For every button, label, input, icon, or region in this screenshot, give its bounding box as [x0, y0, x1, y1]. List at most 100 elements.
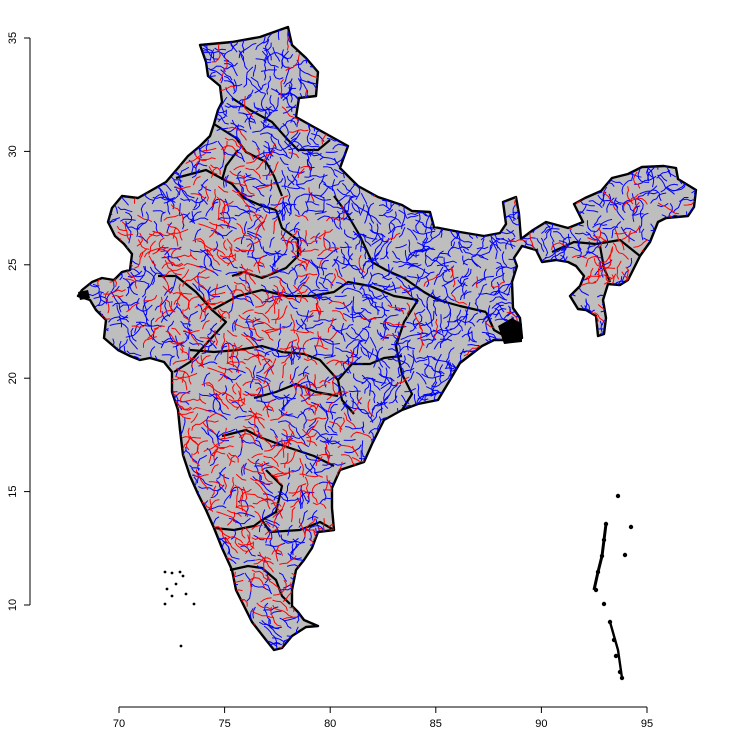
- network-segment: [565, 270, 576, 291]
- network-segment: [529, 57, 533, 68]
- network-segment: [455, 81, 467, 87]
- network-segment: [454, 112, 459, 121]
- y-tick-label: 15: [7, 485, 19, 497]
- network-segment: [316, 637, 318, 648]
- network-segment: [386, 164, 397, 166]
- network-segment: [401, 581, 410, 594]
- network-segment: [169, 441, 171, 457]
- network-segment: [370, 452, 380, 457]
- network-segment: [495, 478, 514, 484]
- network-segment: [133, 564, 135, 575]
- network-segment: [629, 295, 642, 303]
- network-segment: [502, 361, 508, 377]
- network-segment: [539, 524, 554, 527]
- network-segment: [380, 551, 384, 562]
- network-segment: [191, 125, 205, 129]
- network-segment: [355, 484, 375, 493]
- network-segment: [677, 584, 697, 592]
- network-segment: [144, 591, 157, 600]
- network-segment: [387, 491, 392, 511]
- network-segment: [523, 500, 535, 508]
- network-segment: [408, 190, 419, 195]
- network-segment: [526, 624, 540, 637]
- network-segment: [319, 34, 329, 40]
- network-segment: [537, 135, 542, 152]
- network-segment: [91, 365, 102, 369]
- network-segment: [101, 525, 113, 533]
- network-segment: [349, 86, 353, 100]
- network-segment: [475, 526, 490, 531]
- network-segment: [694, 276, 702, 283]
- network-segment: [368, 457, 381, 466]
- network-segment: [372, 175, 378, 196]
- network-segment: [676, 581, 678, 592]
- network-segment: [486, 206, 490, 220]
- network-segment: [551, 214, 557, 223]
- network-segment: [459, 618, 466, 636]
- network-segment: [493, 413, 495, 424]
- network-segment: [477, 190, 496, 196]
- network-segment: [517, 384, 536, 386]
- network-segment: [667, 437, 669, 448]
- network-segment: [80, 332, 86, 346]
- network-segment: [103, 602, 115, 612]
- network-segment: [434, 499, 438, 520]
- network-segment: [566, 25, 584, 33]
- network-segment: [82, 194, 91, 211]
- network-segment: [173, 125, 180, 135]
- network-segment: [206, 585, 217, 598]
- network-segment: [358, 649, 381, 652]
- network-segment: [678, 575, 682, 586]
- network-segment: [366, 537, 370, 548]
- network-segment: [379, 596, 389, 601]
- network-segment: [433, 137, 444, 143]
- network-segment: [93, 418, 102, 426]
- network-segment: [380, 616, 387, 631]
- network-segment: [630, 311, 642, 319]
- network-segment: [353, 584, 365, 585]
- network-segment: [469, 420, 471, 431]
- network-segment: [164, 617, 181, 633]
- network-segment: [456, 158, 461, 181]
- network-segment: [433, 597, 443, 603]
- network-segment: [635, 411, 638, 426]
- network-segment: [334, 625, 339, 635]
- network-segment: [632, 422, 640, 435]
- network-segment: [444, 564, 447, 575]
- network-segment: [148, 81, 158, 93]
- network-segment: [459, 506, 461, 525]
- network-segment: [587, 325, 591, 339]
- network-segment: [379, 575, 395, 591]
- network-segment: [317, 47, 334, 63]
- network-segment: [545, 638, 553, 647]
- network-segment: [166, 99, 172, 109]
- network-segment: [509, 122, 529, 135]
- network-segment: [558, 546, 564, 556]
- network-segment: [434, 79, 443, 87]
- network-segment: [684, 123, 694, 133]
- network-segment: [688, 43, 697, 55]
- network-segment: [135, 426, 142, 440]
- network-segment: [505, 76, 520, 86]
- network-segment: [182, 538, 191, 554]
- network-segment: [500, 426, 514, 432]
- network-segment: [564, 78, 572, 95]
- network-segment: [179, 500, 184, 510]
- network-segment: [623, 33, 635, 43]
- network-segment: [381, 426, 403, 431]
- network-segment: [511, 505, 517, 521]
- network-segment: [535, 598, 557, 603]
- network-segment: [625, 420, 631, 430]
- network-segment: [191, 85, 207, 93]
- network-segment: [698, 142, 702, 153]
- network-segment: [364, 621, 374, 627]
- network-segment: [469, 555, 471, 566]
- network-segment: [135, 592, 146, 605]
- network-segment: [337, 517, 351, 525]
- network-segment: [612, 601, 624, 611]
- network-segment: [360, 128, 363, 147]
- network-segment: [400, 103, 422, 111]
- network-segment: [418, 66, 428, 71]
- network-segment: [617, 163, 635, 169]
- network-segment: [569, 502, 575, 511]
